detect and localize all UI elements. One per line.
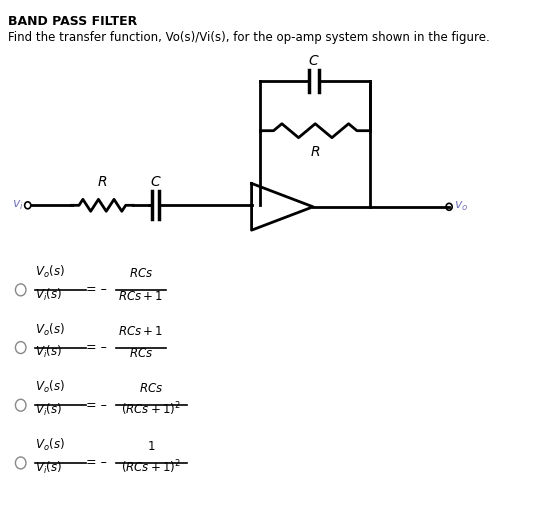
- Text: $C$: $C$: [150, 175, 162, 189]
- Text: BAND PASS FILTER: BAND PASS FILTER: [8, 15, 138, 28]
- Text: = –: = –: [86, 457, 107, 469]
- Text: $1$: $1$: [147, 440, 156, 453]
- Text: $V_i(s)$: $V_i(s)$: [35, 402, 62, 418]
- Text: $(RCs + 1)^2$: $(RCs + 1)^2$: [121, 458, 182, 476]
- Text: $V_o(s)$: $V_o(s)$: [35, 437, 65, 453]
- Text: $v_i$: $v_i$: [13, 199, 24, 212]
- Text: $RCs$: $RCs$: [139, 382, 164, 396]
- Text: $V_i(s)$: $V_i(s)$: [35, 460, 62, 476]
- Text: $RCs + 1$: $RCs + 1$: [118, 290, 164, 303]
- Text: $(RCs + 1)^2$: $(RCs + 1)^2$: [121, 401, 182, 418]
- Text: $R$: $R$: [310, 145, 320, 159]
- Text: $RCs$: $RCs$: [129, 348, 153, 360]
- Text: = –: = –: [86, 399, 107, 412]
- Text: $R$: $R$: [97, 175, 108, 189]
- Text: $V_i(s)$: $V_i(s)$: [35, 287, 62, 303]
- Text: = –: = –: [86, 341, 107, 354]
- Text: = –: = –: [86, 284, 107, 296]
- Text: $V_i(s)$: $V_i(s)$: [35, 345, 62, 360]
- Text: $RCs + 1$: $RCs + 1$: [118, 325, 164, 338]
- Text: $v_o$: $v_o$: [455, 200, 469, 214]
- Text: $V_o(s)$: $V_o(s)$: [35, 379, 65, 396]
- Text: Find the transfer function, Vo(s)/Vi(s), for the op-amp system shown in the figu: Find the transfer function, Vo(s)/Vi(s),…: [8, 31, 490, 44]
- Text: $V_o(s)$: $V_o(s)$: [35, 264, 65, 280]
- Text: $V_o(s)$: $V_o(s)$: [35, 321, 65, 338]
- Text: $RCs$: $RCs$: [129, 267, 153, 280]
- Text: $C$: $C$: [308, 54, 320, 68]
